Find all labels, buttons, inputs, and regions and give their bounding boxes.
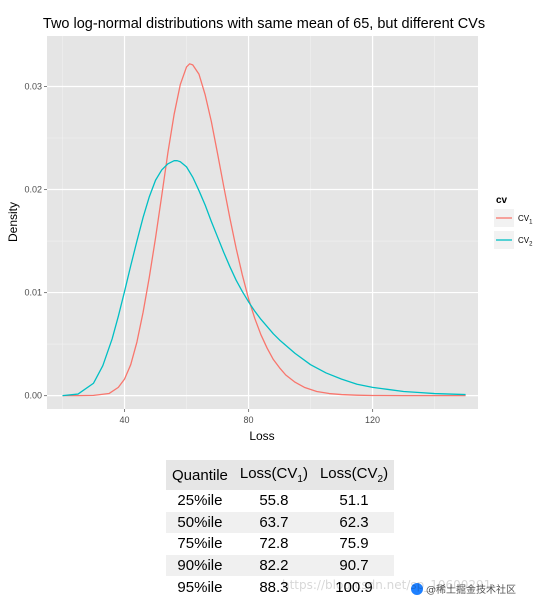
- loss-cv1-cell: 82.2: [233, 554, 314, 577]
- minor-gridlines: [47, 36, 478, 409]
- table-row: 50%ile 63.7 62.3: [166, 511, 395, 534]
- watermark: @稀土掘金技术社区: [411, 581, 516, 596]
- major-gridlines: [47, 36, 478, 409]
- legend: cv CV1 CV2: [494, 195, 533, 249]
- series-line-cv1: [62, 63, 466, 397]
- loss-cv1-cell: 63.7: [233, 511, 314, 534]
- y-axis-label: Density: [6, 202, 20, 242]
- quantile-cell: 50%ile: [166, 511, 234, 534]
- table-row: 75%ile 72.8 75.9: [166, 533, 394, 555]
- legend-label-cv1: CV1: [518, 214, 533, 226]
- loss-cv2-cell: 62.3: [313, 511, 395, 534]
- legend-label-cv2: CV2: [518, 236, 533, 248]
- loss-cv2-cell: 100.9: [335, 578, 373, 596]
- loss-cv2-cell: 90.7: [313, 554, 395, 577]
- series-line-cv2: [62, 160, 466, 397]
- quantile-cell: 90%ile: [166, 554, 234, 577]
- loss-cv1-cell: 55.8: [259, 492, 289, 510]
- juejin-logo-icon: [411, 582, 423, 595]
- loss-cv1-cell: 72.8: [259, 535, 289, 553]
- table-row: 90%ile 82.2 90.7: [166, 554, 395, 577]
- table-row: 95%ile 88.3 100.9: [166, 576, 394, 598]
- header-loss-cv2: Loss(CV2): [313, 460, 395, 490]
- legend-title: cv: [496, 195, 508, 206]
- quantile-cell: 75%ile: [177, 535, 223, 553]
- quantile-cell: 95%ile: [177, 578, 223, 596]
- watermark-badge-text: @稀土掘金技术社区: [426, 585, 516, 596]
- header-loss-cv1: Loss(CV1): [233, 460, 314, 490]
- table-row: 25%ile 55.8 51.1: [166, 490, 394, 512]
- chart-title: Two log-normal distributions with same m…: [43, 16, 485, 32]
- loss-cv2-cell: 75.9: [339, 535, 369, 553]
- loss-cv2-cell: 51.1: [339, 492, 369, 510]
- series-layer: [62, 63, 466, 397]
- y-tick-label: 0.02: [24, 185, 42, 195]
- watermark-url: https://blog.csdn.net/sp_10600291: [282, 578, 492, 592]
- header-quantile: Quantile: [166, 460, 234, 490]
- x-tick-label: 80: [244, 415, 254, 425]
- y-axis-ticks: 0.00 0.01 0.02 0.03: [24, 81, 47, 401]
- loss-cv1-cell: 88.3: [259, 578, 289, 596]
- x-tick-label: 40: [120, 415, 130, 425]
- x-tick-label: 120: [365, 415, 380, 425]
- table-header-row: Quantile Loss(CV1) Loss(CV2): [166, 460, 395, 490]
- y-tick-label: 0.00: [24, 391, 42, 401]
- density-chart: Two log-normal distributions with same m…: [6, 16, 533, 443]
- y-tick-label: 0.01: [24, 288, 42, 298]
- quantile-table: Quantile Loss(CV1) Loss(CV2) 25%ile 55.8…: [166, 460, 395, 598]
- x-axis-ticks: 40 80 120: [120, 409, 380, 425]
- quantile-cell: 25%ile: [177, 492, 223, 510]
- plot-panel: [47, 36, 478, 409]
- x-axis-label: Loss: [249, 429, 274, 443]
- y-tick-label: 0.03: [24, 81, 42, 91]
